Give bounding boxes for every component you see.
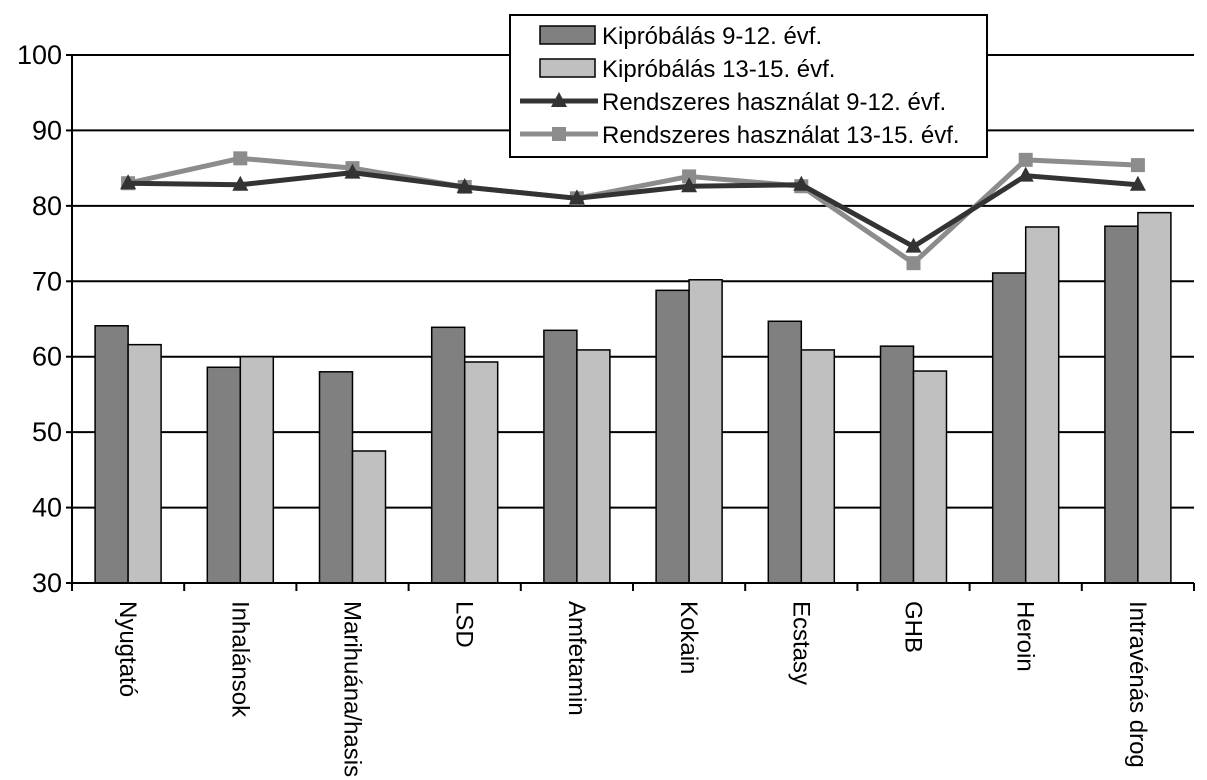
bar-kiprobalas-9-12 bbox=[430, 326, 466, 584]
marker-rendszeres-9-12 bbox=[793, 175, 810, 191]
y-tick-label: 100 bbox=[17, 40, 62, 70]
bar-kiprobalas-13-15 bbox=[576, 349, 611, 584]
marker-rendszeres-13-15 bbox=[233, 151, 248, 166]
marker-rendszeres-13-15 bbox=[1130, 158, 1145, 173]
legend-label-rendszeres-9-12: Rendszeres használat 9-12. évf. bbox=[602, 89, 946, 116]
marker-rendszeres-9-12 bbox=[120, 174, 137, 190]
x-tick-label: Inhalánsok bbox=[226, 601, 253, 718]
marker-rendszeres-13-15 bbox=[906, 256, 921, 271]
marker-rendszeres-13-15 bbox=[1018, 152, 1033, 167]
bar-kiprobalas-13-15 bbox=[351, 450, 387, 584]
bar-kiprobalas-13-15 bbox=[912, 370, 948, 584]
y-tick-label: 50 bbox=[32, 417, 62, 447]
bar-kiprobalas-9-12 bbox=[94, 325, 129, 584]
x-tick-label: Intravénás drog bbox=[1124, 601, 1151, 768]
line-rendszeres-9-12 bbox=[128, 170, 1139, 250]
bar-kiprobalas-13-15 bbox=[463, 361, 499, 584]
legend-swatch-kiprobalas-13-15 bbox=[539, 58, 596, 78]
marker-rendszeres-9-12 bbox=[456, 178, 473, 193]
bar-kiprobalas-9-12 bbox=[879, 345, 915, 584]
bar-kiprobalas-13-15 bbox=[688, 279, 723, 584]
bars bbox=[94, 211, 1172, 584]
y-tick-label: 90 bbox=[32, 115, 62, 145]
bar-kiprobalas-9-12 bbox=[767, 320, 803, 584]
y-tick-label: 40 bbox=[32, 493, 62, 523]
axes: 30 40 50 60 70 80 90 100 Nyugtató Inhalánsok Marih… bbox=[17, 40, 1195, 777]
x-tick-label: Marihuána/hasis bbox=[339, 601, 366, 777]
x-tick-label: Ecstasy bbox=[787, 601, 814, 685]
legend-label-kiprobalas-9-12: Kipróbálás 9-12. évf. bbox=[602, 23, 822, 50]
bar-kiprobalas-13-15 bbox=[1024, 226, 1060, 584]
line-rendszeres-13-15 bbox=[127, 155, 1139, 266]
marker-rendszeres-9-12 bbox=[232, 175, 249, 191]
marker-rendszeres-9-12 bbox=[1017, 166, 1034, 182]
legend-swatch-kiprobalas-9-12 bbox=[539, 25, 596, 45]
marker-rendszeres-9-12 bbox=[681, 177, 698, 193]
bar-kiprobalas-9-12 bbox=[1104, 225, 1139, 584]
marker-rendszeres-9-12 bbox=[1129, 175, 1146, 191]
marker-rendszeres-13-15 bbox=[682, 169, 697, 184]
legend: Kipróbálás 9-12. évf. Kipróbálás 13-15. é… bbox=[509, 14, 988, 158]
x-tick-label: Amfetamin bbox=[563, 601, 590, 716]
x-tick-label: Heroin bbox=[1012, 601, 1039, 672]
marker-rendszeres-9-12 bbox=[568, 189, 585, 205]
marker-rendszeres-9-12 bbox=[905, 237, 922, 253]
bar-kiprobalas-9-12 bbox=[543, 329, 578, 584]
legend-marker-rendszeres-13-15 bbox=[552, 127, 566, 141]
x-tick-label: Kokain bbox=[675, 601, 702, 674]
bar-kiprobalas-13-15 bbox=[800, 349, 836, 584]
bar-kiprobalas-9-12 bbox=[318, 371, 354, 584]
legend-marker-rendszeres-9-12 bbox=[551, 92, 567, 107]
bar-kiprobalas-13-15 bbox=[239, 355, 275, 584]
y-tick-label: 80 bbox=[32, 191, 62, 221]
bar-kiprobalas-13-15 bbox=[1137, 211, 1172, 584]
y-tick-label: 70 bbox=[32, 266, 62, 296]
y-tick-label: 60 bbox=[32, 342, 62, 372]
marker-rendszeres-9-12 bbox=[344, 163, 361, 179]
y-tick-label: 30 bbox=[32, 568, 62, 598]
x-tick-label: Nyugtató bbox=[114, 601, 141, 697]
x-tick-label: GHB bbox=[900, 601, 927, 653]
x-tick-label: LSD bbox=[451, 601, 478, 648]
bar-kiprobalas-9-12 bbox=[655, 289, 690, 584]
legend-label-rendszeres-13-15: Rendszeres használat 13-15. évf. bbox=[602, 122, 960, 149]
bar-kiprobalas-9-12 bbox=[206, 366, 242, 584]
bar-kiprobalas-9-12 bbox=[991, 272, 1027, 584]
bar-kiprobalas-13-15 bbox=[127, 343, 162, 584]
legend-label-kiprobalas-13-15: Kipróbálás 13-15. évf. bbox=[602, 56, 835, 83]
lines bbox=[120, 151, 1146, 271]
